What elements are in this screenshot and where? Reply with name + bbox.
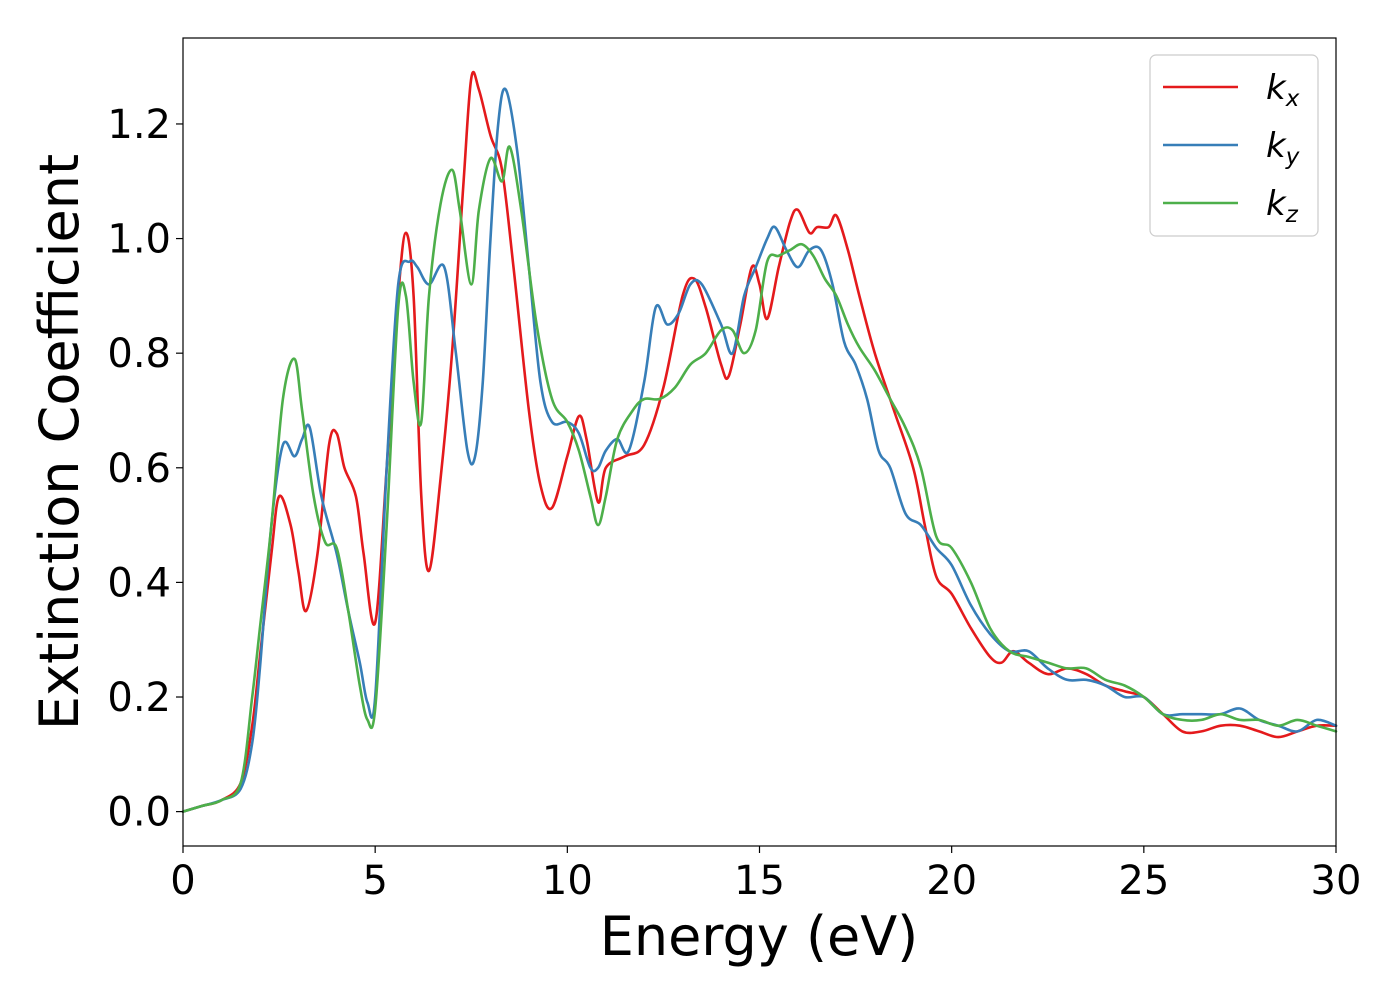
x-tick-label: 5 — [362, 858, 387, 904]
series-layer — [181, 70, 1338, 813]
y-tick-label: 0.6 — [107, 446, 171, 492]
y-tick-label: 0.2 — [107, 675, 171, 721]
legend-label-y: ky — [1266, 126, 1300, 170]
legend-label-x: kx — [1266, 68, 1300, 112]
x-axis: 0 5 10 15 20 25 30 — [170, 846, 1361, 904]
legend: kx ky kz — [1149, 54, 1319, 237]
y-axis-label: Extinction Coefficient — [28, 154, 91, 730]
series-line-y — [181, 87, 1338, 813]
legend-label-z: kz — [1266, 184, 1299, 228]
x-tick-label: 15 — [734, 858, 785, 904]
series-line-z — [181, 145, 1338, 813]
y-tick-label: 1.0 — [107, 217, 171, 263]
x-tick-label: 10 — [542, 858, 593, 904]
y-tick-label: 1.2 — [107, 102, 171, 148]
x-tick-label: 25 — [1118, 858, 1169, 904]
x-tick-label: 20 — [926, 858, 977, 904]
x-tick-label: 30 — [1311, 858, 1362, 904]
y-axis: 0.0 0.2 0.4 0.6 0.8 1.0 1.2 — [107, 102, 183, 836]
y-tick-label: 0.0 — [107, 790, 171, 836]
x-axis-label: Energy (eV) — [600, 905, 919, 968]
series-line-x — [181, 70, 1338, 813]
y-tick-label: 0.8 — [107, 331, 171, 377]
x-tick-label: 0 — [170, 858, 195, 904]
y-tick-label: 0.4 — [107, 560, 171, 606]
